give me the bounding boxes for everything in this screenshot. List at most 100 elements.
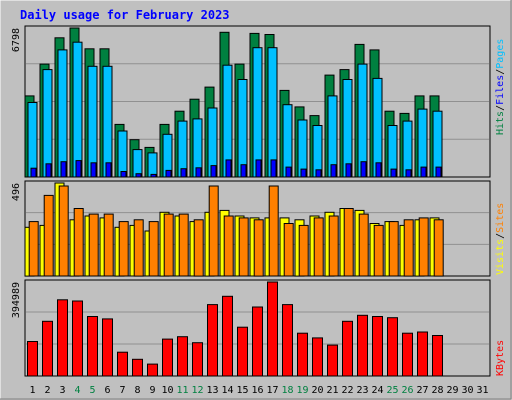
x-tick-label-day-11: 11 [176,385,188,396]
x-tick-label-day-10: 10 [161,385,173,396]
bar-files-day-20 [312,125,323,178]
bar-sites-day-21 [328,215,339,277]
bar-kbytes-day-6 [102,318,113,377]
chart-title: Daily usage for February 2023 [20,8,230,22]
bar-kbytes-day-28 [432,335,443,377]
bar-pages-day-6 [105,162,112,178]
x-tick-label-day-20: 20 [311,385,323,396]
panels: 6798Hits/Files/Pages496Visits/Sites39498… [11,25,506,377]
x-tick-label-day-29: 29 [446,385,458,396]
x-tick-label-day-19: 19 [296,385,308,396]
bar-kbytes-day-12 [192,342,203,377]
bar-files-day-2 [42,69,53,178]
bar-sites-day-2 [43,194,54,277]
legend-bottom: KBytes [495,340,506,376]
x-tick-label-day-9: 9 [149,385,155,396]
x-tick-label-day-18: 18 [281,385,293,396]
panel-middle: 496 Visits/Sites [11,180,506,277]
bar-files-day-4 [72,41,83,178]
bar-files-day-5 [87,65,98,178]
bar-kbytes-day-24 [372,316,383,377]
bar-kbytes-day-22 [342,320,353,377]
bar-sites-day-1 [28,221,39,277]
bar-kbytes-day-23 [357,314,368,377]
bar-sites-day-10 [163,213,174,277]
max-value-label-middle: 496 [11,183,22,201]
legend-entry: Sites [495,203,506,233]
x-tick-label-day-22: 22 [341,385,353,396]
bar-pages-day-12 [195,167,202,178]
bar-kbytes-day-15 [237,326,248,377]
bar-files-day-26 [402,120,413,178]
bar-sites-day-13 [208,185,219,277]
bar-kbytes-day-10 [162,338,173,377]
bar-sites-day-22 [343,208,354,277]
bar-files-day-19 [297,119,308,178]
bar-kbytes-day-20 [312,337,323,377]
bar-files-day-16 [252,47,263,178]
bar-pages-day-9 [150,173,157,178]
bar-kbytes-day-27 [417,331,428,377]
bar-files-day-17 [267,47,278,178]
bar-sites-day-23 [358,213,369,277]
bar-sites-day-3 [58,185,69,277]
x-tick-label-day-28: 28 [431,385,443,396]
x-tick-label-day-31: 31 [476,385,488,396]
bar-sites-day-12 [193,219,204,277]
x-tick-label-day-4: 4 [74,385,80,396]
bar-sites-day-5 [88,213,99,277]
bar-pages-day-4 [75,160,82,178]
bar-pages-day-14 [225,159,232,178]
x-tick-label-day-5: 5 [89,385,95,396]
bar-kbytes-day-16 [252,306,263,377]
x-tick-label-day-12: 12 [191,385,203,396]
bar-sites-day-18 [283,223,294,277]
bar-pages-day-8 [135,173,142,178]
legend-entry: KBytes [495,340,506,376]
bar-sites-day-4 [73,208,84,277]
panel-bottom: 394989 KBytes [11,279,506,377]
bar-pages-day-26 [405,169,412,178]
bar-kbytes-day-25 [387,317,398,377]
legend-entry: Visits [495,239,506,275]
bar-pages-day-7 [120,171,127,178]
bar-pages-day-1 [30,167,37,178]
legend-entry: Files [495,75,506,105]
bar-pages-day-13 [210,165,217,178]
x-tick-label-day-14: 14 [221,385,233,396]
bar-sites-day-14 [223,215,234,277]
bar-files-day-24 [372,77,383,178]
series-pages [30,159,442,178]
series-sites [28,185,444,277]
bar-kbytes-day-4 [72,300,83,377]
bar-pages-day-25 [390,168,397,178]
x-tick-label-day-1: 1 [29,385,35,396]
bar-pages-day-18 [285,166,292,178]
bar-kbytes-day-21 [327,344,338,377]
bar-pages-day-28 [435,166,442,178]
bar-pages-day-24 [375,162,382,178]
bar-files-day-22 [342,79,353,178]
bar-sites-day-11 [178,213,189,277]
x-tick-label-day-26: 26 [401,385,413,396]
x-tick-label-day-27: 27 [416,385,428,396]
bar-kbytes-day-2 [42,320,53,377]
bar-kbytes-day-9 [147,363,158,377]
bar-pages-day-10 [165,169,172,178]
x-axis-tick-labels: 1 2 3 4 5 6 7 8 9 10 11 12 13 14 15 16 17 18 19 20 21 22 23 24 2… [29,385,488,396]
bar-sites-day-15 [238,217,249,277]
bar-sites-day-7 [118,221,129,277]
bar-kbytes-day-17 [267,281,278,377]
bar-kbytes-day-19 [297,332,308,377]
bar-sites-day-9 [148,221,159,277]
bar-pages-day-20 [315,169,322,178]
bar-files-day-23 [357,63,368,178]
bar-kbytes-day-7 [117,351,128,377]
bar-sites-day-16 [253,219,264,277]
bar-files-day-9 [147,152,158,178]
bar-sites-day-19 [298,224,309,277]
bar-files-day-7 [117,130,128,178]
bar-sites-day-26 [403,219,414,277]
max-value-label-top: 6798 [11,28,22,52]
